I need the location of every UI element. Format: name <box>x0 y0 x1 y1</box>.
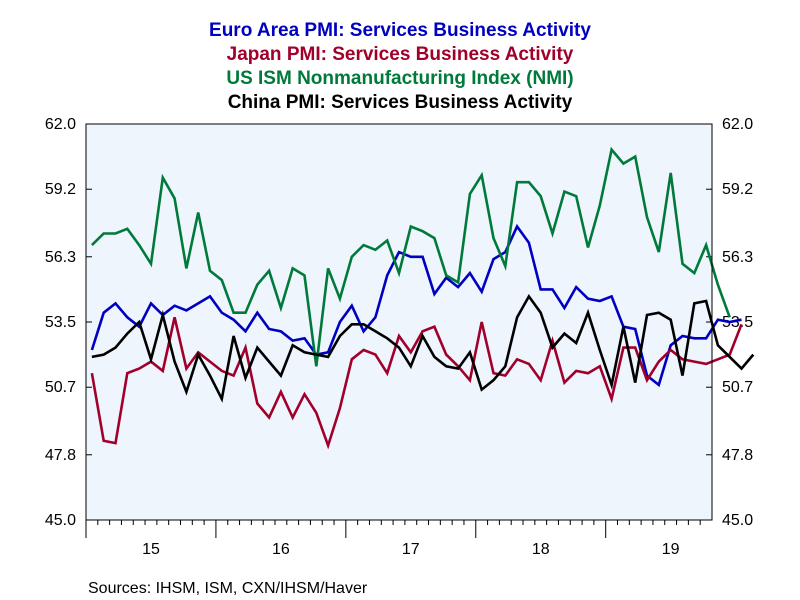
y-tick-label-right: 56.3 <box>722 249 753 266</box>
y-tick-label-right: 47.8 <box>722 447 753 464</box>
y-tick-label-left: 53.5 <box>45 314 76 331</box>
y-axis-left: 45.0 47.8 50.7 53.5 56.3 59.2 62.0 <box>45 116 76 529</box>
line-china <box>91 293 755 403</box>
y-tick-label-left: 47.8 <box>45 447 76 464</box>
y-tick-label-right: 53.5 <box>722 314 753 331</box>
y-tick-label-right: 62.0 <box>722 116 753 133</box>
y-axis-right: 45.0 47.8 50.7 53.5 56.3 59.2 62.0 <box>722 116 753 529</box>
y-tick-label-left: 62.0 <box>45 116 76 133</box>
y-tick-label-left: 45.0 <box>45 512 76 529</box>
title-us: US ISM Nonmanufacturing Index (NMI) <box>226 68 573 89</box>
line-us-ism <box>90 146 731 367</box>
y-tick-label-right: 59.2 <box>722 181 753 198</box>
x-tick-label: 19 <box>662 541 680 558</box>
title-euro: Euro Area PMI: Services Business Activit… <box>209 20 591 41</box>
x-tick-label: 17 <box>402 541 420 558</box>
x-tick-label: 16 <box>272 541 290 558</box>
y-tick-label-left: 59.2 <box>45 181 76 198</box>
x-tick-label: 18 <box>532 541 550 558</box>
y-tick-label-left: 50.7 <box>45 379 76 396</box>
line-japan <box>90 317 743 450</box>
line-euro-area <box>90 223 742 388</box>
title-china: China PMI: Services Business Activity <box>228 92 573 113</box>
plot-border <box>85 123 713 521</box>
x-axis: 15 16 17 18 19 <box>142 541 680 558</box>
x-tick-label: 15 <box>142 541 160 558</box>
plot-area <box>86 124 712 520</box>
source-note: Sources: IHSM, ISM, CXN/IHSM/Haver <box>88 580 368 597</box>
series-lines <box>90 146 755 450</box>
y-tick-label-right: 50.7 <box>722 379 753 396</box>
y-tick-label-right: 45.0 <box>722 512 753 529</box>
y-tick-label-left: 56.3 <box>45 249 76 266</box>
title-japan: Japan PMI: Services Business Activity <box>227 44 574 65</box>
